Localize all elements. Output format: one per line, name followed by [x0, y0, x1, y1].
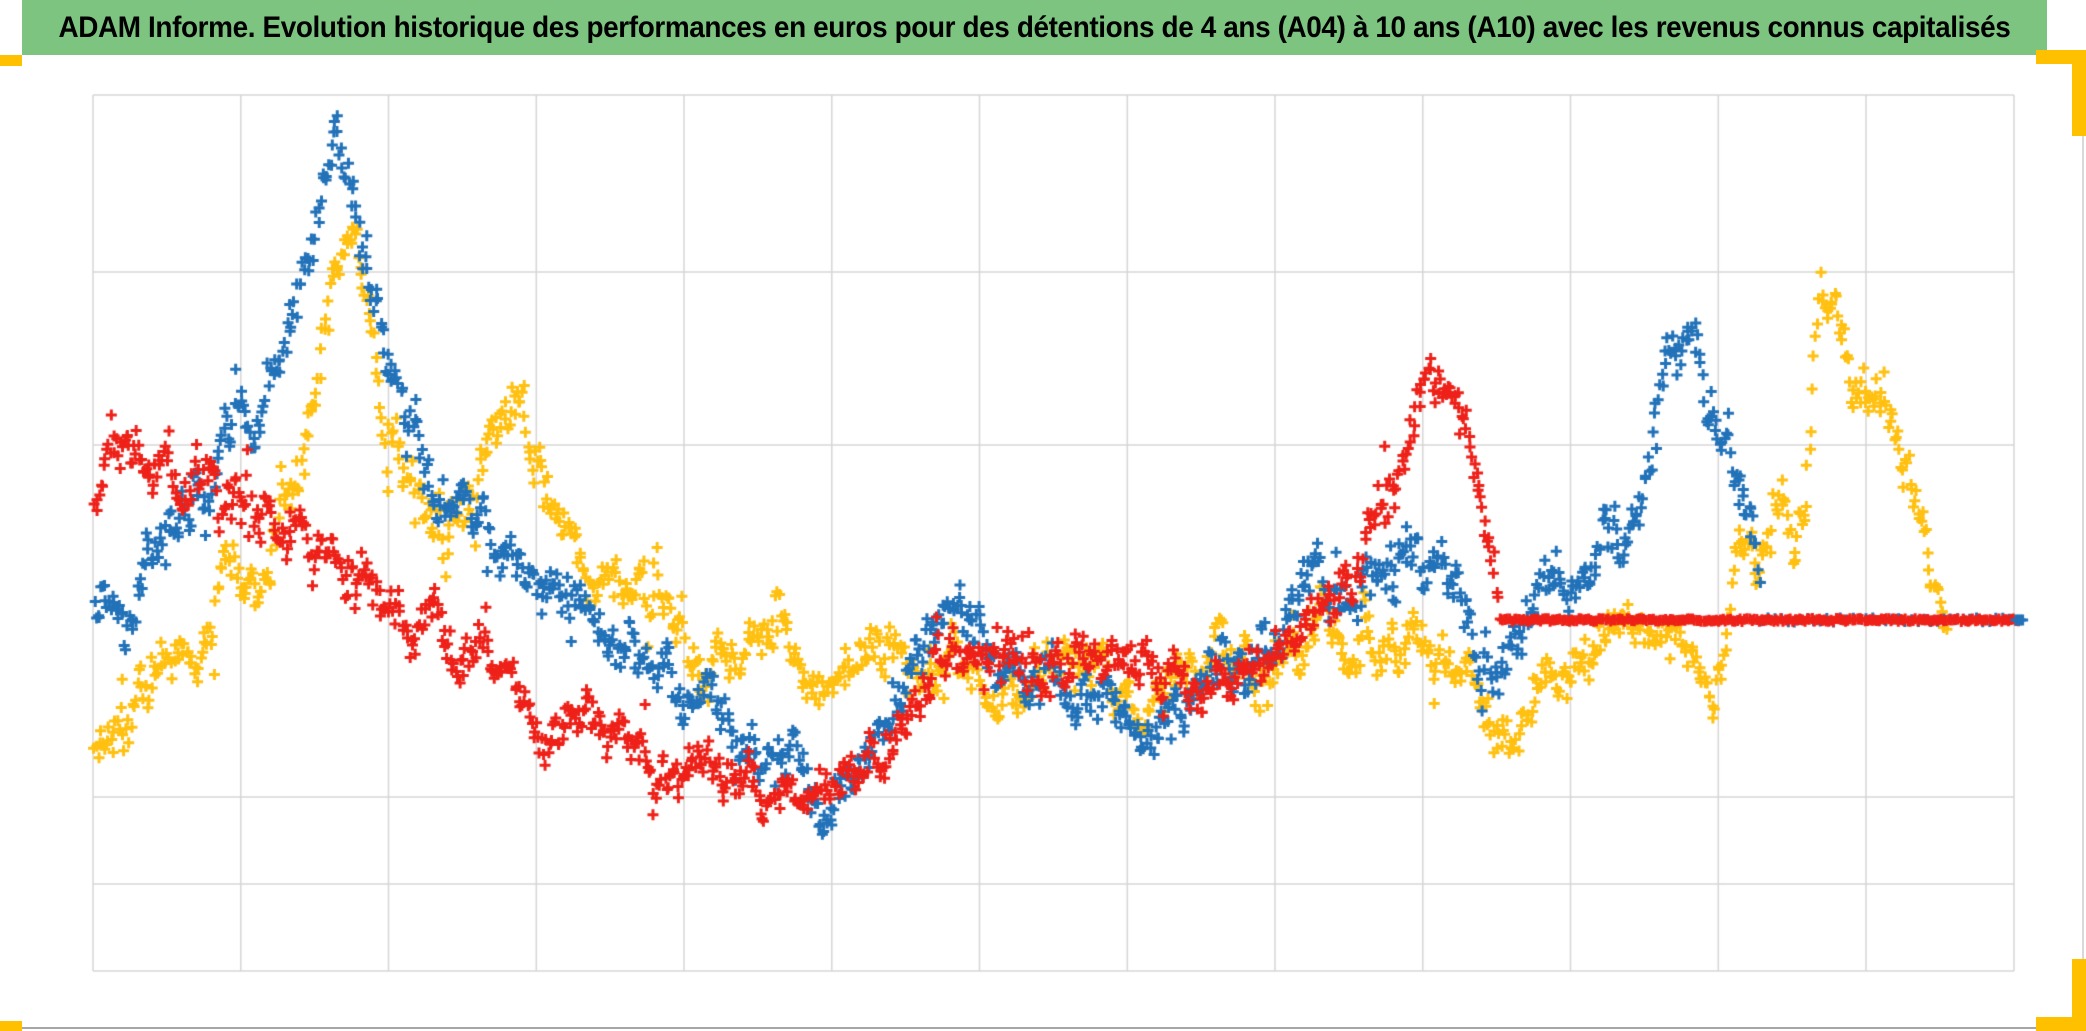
- selection-handle-top-right[interactable]: [2036, 50, 2086, 136]
- selection-handle-bottom-left[interactable]: [0, 1021, 22, 1031]
- selection-handle-bottom-right[interactable]: [2036, 959, 2086, 1031]
- selection-handle-top-left[interactable]: [0, 55, 22, 66]
- chart-frame-bottom-edge: [0, 1027, 2086, 1029]
- chart-frame-right-edge: [2082, 55, 2084, 1030]
